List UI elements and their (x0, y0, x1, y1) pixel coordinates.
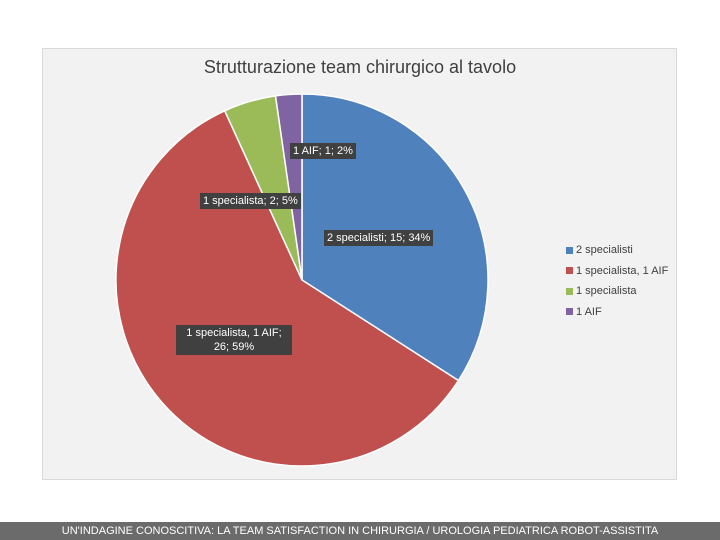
legend-label: 1 specialista (576, 285, 637, 297)
data-label-1-specialista-1-aif: 1 specialista, 1 AIF; 26; 59% (176, 325, 292, 355)
legend-item-1-aif: 1 AIF (566, 305, 602, 319)
legend-label: 1 AIF (576, 305, 602, 318)
legend-item-1-specialista: 1 specialista (566, 284, 637, 298)
legend-item-2-specialisti: 2 specialisti (566, 243, 633, 257)
legend-swatch (566, 308, 573, 315)
legend-label: 1 specialista, 1 AIF (576, 264, 669, 277)
data-label-2-specialisti: 2 specialisti; 15; 34% (324, 230, 434, 246)
data-label-1-aif: 1 AIF; 1; 2% (290, 143, 356, 159)
footer-banner: UN'INDAGINE CONOSCITIVA: LA TEAM SATISFA… (0, 522, 720, 540)
data-label-1-specialista: 1 specialista; 2; 5% (200, 193, 301, 209)
pie-slice-1-aif (274, 93, 303, 281)
legend-label: 2 specialisti (576, 244, 633, 256)
legend-swatch (566, 246, 573, 254)
legend: 2 specialisti 1 specialista, 1 AIF 1 speci… (563, 240, 671, 322)
legend-swatch (566, 267, 573, 274)
legend-item-1-specialista-1-aif: 1 specialista, 1 AIF (566, 264, 668, 278)
chart-title: Strutturazione team chirurgico al tavolo (203, 57, 517, 77)
legend-swatch (566, 287, 573, 295)
